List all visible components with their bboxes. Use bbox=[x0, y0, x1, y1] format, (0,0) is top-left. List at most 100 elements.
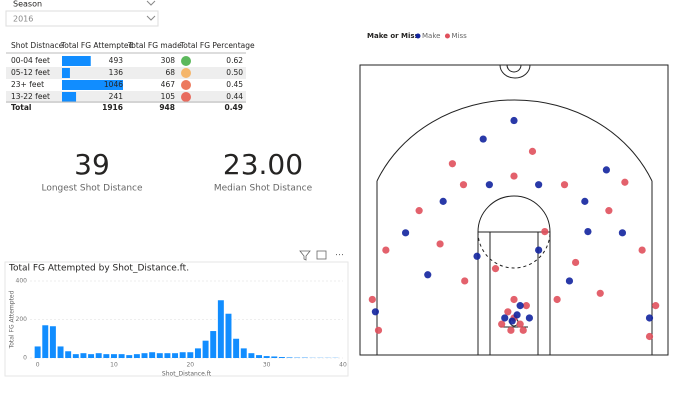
bar bbox=[263, 356, 270, 358]
shot-point bbox=[461, 277, 469, 285]
bar bbox=[210, 331, 217, 358]
table-cell: 68 bbox=[165, 68, 175, 77]
slicer-value: 2016 bbox=[13, 15, 33, 24]
shot-point bbox=[436, 240, 444, 248]
shot-point bbox=[572, 258, 580, 267]
table-cell: 467 bbox=[161, 80, 176, 89]
free-throw-arc-dashed bbox=[477, 231, 551, 269]
lane-inner bbox=[489, 232, 539, 355]
data-bar bbox=[62, 56, 91, 66]
column-header[interactable]: Total FG made bbox=[127, 41, 182, 50]
court-border bbox=[359, 64, 669, 356]
shot-point bbox=[459, 181, 468, 189]
legend-label[interactable]: Make bbox=[422, 32, 440, 40]
chart-panel bbox=[4, 261, 349, 377]
shot-points bbox=[368, 116, 660, 341]
bar bbox=[88, 354, 95, 358]
shot-point bbox=[525, 314, 534, 322]
shot-point bbox=[605, 207, 613, 215]
total-cell: 0.49 bbox=[224, 103, 243, 112]
table-cell: 308 bbox=[161, 56, 176, 65]
dropdown-chevron[interactable] bbox=[146, 15, 156, 21]
shot-point bbox=[498, 320, 506, 328]
bar bbox=[103, 354, 110, 358]
shot-point bbox=[596, 289, 604, 297]
shot-point bbox=[507, 326, 515, 334]
card-label: Longest Shot Distance bbox=[41, 184, 143, 194]
bar bbox=[141, 353, 148, 358]
table-cell: 0.44 bbox=[226, 92, 243, 101]
data-bar bbox=[62, 68, 70, 78]
slicer-label: Season bbox=[13, 0, 42, 9]
data-bar bbox=[62, 92, 77, 102]
bar bbox=[34, 346, 41, 358]
shot-point bbox=[510, 295, 518, 304]
bar bbox=[217, 300, 224, 358]
legend-label[interactable]: Miss bbox=[451, 32, 467, 40]
shot-point bbox=[368, 295, 376, 304]
focus-icon[interactable] bbox=[316, 250, 327, 260]
cards: 39 Longest Shot Distance 23.00 Median Shot … bbox=[41, 148, 312, 194]
shot-point bbox=[371, 308, 379, 316]
column-header[interactable]: Total FG Percentage bbox=[179, 41, 255, 50]
y-axis-title: Total FG Attempted bbox=[9, 290, 16, 349]
court bbox=[359, 64, 669, 356]
shot-point bbox=[519, 326, 527, 334]
status-icon bbox=[181, 68, 191, 78]
shot-point bbox=[584, 227, 592, 236]
visual-header-icons[interactable]: ⋯ bbox=[299, 250, 344, 261]
bar bbox=[256, 355, 263, 358]
x-tick-label: 20 bbox=[186, 362, 194, 369]
table-cell: 23+ feet bbox=[11, 80, 44, 89]
free-throw-arc bbox=[477, 195, 551, 233]
slicer-dropdown[interactable] bbox=[5, 10, 159, 27]
table-cell: 1046 bbox=[104, 80, 123, 89]
bar bbox=[240, 348, 247, 358]
column-header[interactable]: Shot Distnace bbox=[11, 41, 64, 50]
bar bbox=[164, 353, 171, 358]
shot-point bbox=[522, 302, 530, 310]
bar bbox=[156, 353, 163, 358]
bar bbox=[187, 352, 194, 358]
bar bbox=[179, 352, 186, 358]
legend-title: Make or Miss bbox=[367, 32, 419, 40]
shot-point bbox=[401, 229, 410, 237]
bar bbox=[72, 354, 79, 358]
x-tick-label: 30 bbox=[263, 362, 271, 369]
bar bbox=[110, 354, 117, 358]
shot-point bbox=[424, 271, 432, 279]
bar bbox=[118, 354, 125, 358]
total-cell: Total bbox=[11, 103, 32, 112]
lane bbox=[477, 231, 551, 356]
filter-icon[interactable] bbox=[299, 250, 311, 261]
table-cell: 0.62 bbox=[226, 56, 243, 65]
table-cell: 493 bbox=[109, 56, 124, 65]
shot-point bbox=[516, 302, 524, 310]
shot-point bbox=[528, 147, 537, 155]
legend: Make or Miss Make Miss bbox=[367, 32, 467, 40]
bar bbox=[278, 357, 285, 358]
slicer-chevron[interactable] bbox=[146, 0, 156, 6]
table-cell: 05-12 feet bbox=[11, 68, 50, 77]
table-cell: 13-22 feet bbox=[11, 92, 50, 101]
table-cell: 0.50 bbox=[226, 68, 243, 77]
more-icon[interactable]: ⋯ bbox=[335, 251, 344, 261]
bar bbox=[133, 354, 140, 358]
shot-point bbox=[638, 246, 646, 254]
bar bbox=[57, 346, 64, 358]
shot-point bbox=[374, 326, 383, 334]
x-tick-label: 10 bbox=[110, 362, 118, 369]
bar bbox=[225, 313, 232, 358]
shot-point bbox=[513, 311, 521, 319]
column-header[interactable]: Total FG Attempted bbox=[60, 41, 134, 50]
shot-point bbox=[439, 197, 447, 205]
bar bbox=[194, 348, 201, 358]
shot-point bbox=[553, 295, 561, 304]
status-icon bbox=[181, 92, 191, 102]
bar bbox=[126, 355, 133, 358]
shot-point bbox=[510, 172, 518, 180]
shot-point bbox=[645, 314, 654, 322]
status-icon bbox=[181, 80, 191, 90]
bar bbox=[95, 353, 102, 358]
